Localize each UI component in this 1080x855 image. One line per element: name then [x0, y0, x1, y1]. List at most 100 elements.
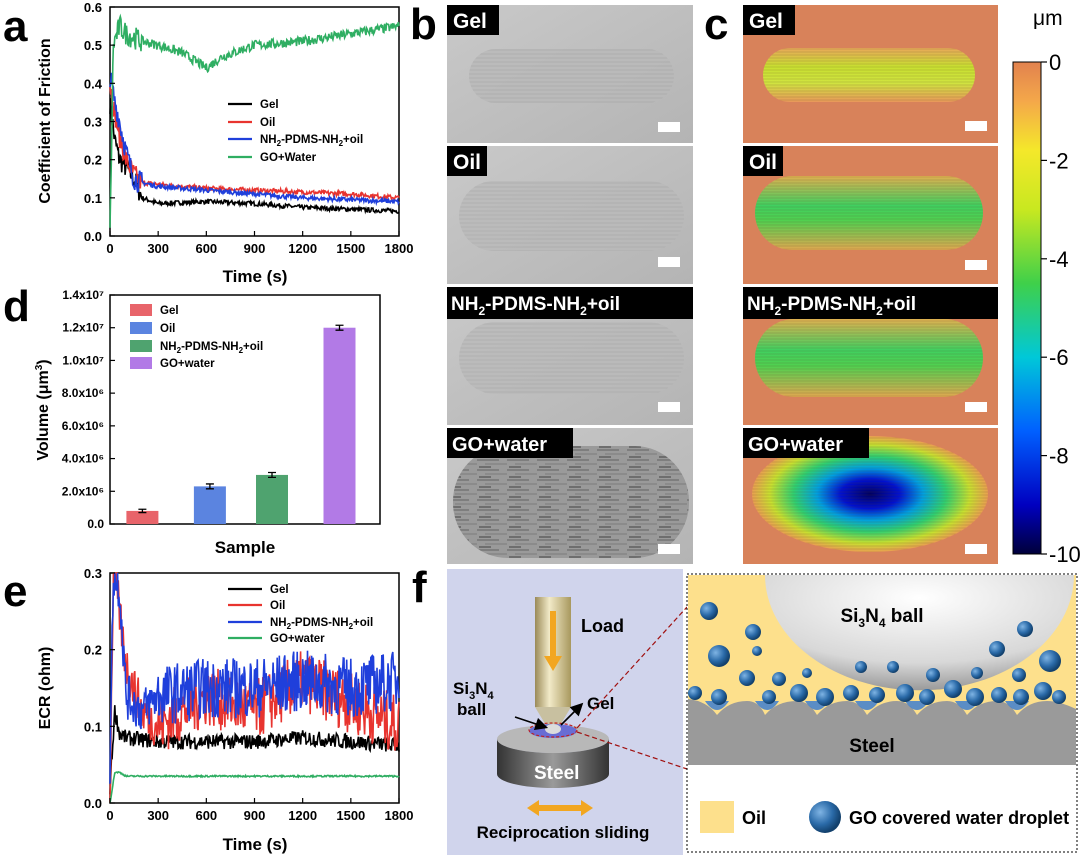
- x-tick-label: 1500: [336, 241, 365, 256]
- go-droplet: [762, 690, 776, 704]
- legend-d-oil: Oil: [160, 323, 175, 335]
- go-droplet: [1034, 682, 1052, 700]
- load-arrow: [550, 611, 556, 656]
- series-line-gel: [109, 705, 400, 795]
- sliding-arrow: [527, 800, 593, 816]
- chart-e-ecr: 0 300 600 900 1200 1500 1800 0.0 0.1 0.2 0.3 Time …: [37, 566, 414, 854]
- x-tick-label: 1200: [288, 808, 317, 823]
- colorbar-tick-label: -6: [1049, 345, 1069, 370]
- go-droplet: [711, 689, 727, 705]
- go-droplet: [739, 670, 755, 686]
- x-tick-label: 900: [244, 808, 266, 823]
- scale-bar: [658, 544, 680, 554]
- bar-gel: [126, 510, 159, 524]
- legend-d-go: GO+water: [160, 358, 215, 370]
- label-ball: ball: [457, 700, 486, 719]
- x-tick-label: 1500: [336, 808, 365, 823]
- label-reciprocation-sliding: Reciprocation sliding: [477, 823, 650, 842]
- scale-bar: [965, 121, 987, 131]
- y-tick-label: 0.5: [84, 38, 102, 53]
- legend-e-oil: Oil: [270, 600, 285, 612]
- x-tick-label: 900: [244, 241, 266, 256]
- colorbar-tick-label: 0: [1049, 50, 1061, 75]
- label-zoom-steel: Steel: [849, 736, 894, 757]
- legend-e-gel: Gel: [270, 584, 289, 596]
- go-droplet: [752, 646, 762, 656]
- colorbar-tick-label: -10: [1049, 542, 1080, 567]
- panel-label-d: d: [3, 282, 30, 331]
- scale-bar: [658, 122, 680, 132]
- panel-b-micrographs: Gel Oil NH2-PDMS-NH2+oil GO+water: [447, 5, 693, 564]
- go-droplet: [816, 688, 834, 706]
- y-tick-label: 2.0x10⁶: [62, 484, 104, 498]
- scale-bar: [965, 544, 987, 554]
- series-line-go-water: [109, 771, 400, 804]
- panel-c-profiles: Gel Oil NH2-PDMS-NH2+oil GO+water μm 0 -2…: [743, 5, 1080, 567]
- y-tick-label: 0.3: [84, 115, 102, 130]
- go-droplet: [700, 602, 718, 620]
- go-droplet: [887, 661, 899, 673]
- bar-oil: [193, 486, 226, 524]
- go-droplet: [919, 689, 935, 705]
- profile-oil: Oil: [743, 146, 998, 284]
- legend-droplet-swatch: [809, 801, 841, 833]
- y-tick-label: 0.6: [84, 0, 102, 15]
- error-bar: [335, 324, 344, 331]
- go-droplet: [1013, 689, 1029, 705]
- profile-label-go: GO+water: [748, 434, 843, 456]
- label-gel: Gel: [587, 694, 614, 713]
- legend-a-go: GO+Water: [260, 152, 317, 164]
- go-droplet: [1052, 690, 1066, 704]
- x-tick-label: 1800: [385, 808, 414, 823]
- legend-d-pdms: NH2-PDMS-NH2+oil: [160, 341, 263, 355]
- chart-e-xlabel: Time (s): [223, 835, 288, 854]
- y-tick-label: 0.2: [84, 153, 102, 168]
- y-tick-label: 0.1: [84, 191, 102, 206]
- y-tick-label: 0.0: [84, 796, 102, 811]
- colorbar: μm 0 -2 -4 -6 -8 -10: [1012, 7, 1080, 567]
- steel-surface: [688, 699, 1076, 765]
- y-tick-label: 8.0x10⁶: [62, 386, 104, 400]
- series-line-gel: [109, 98, 400, 215]
- profile-label-gel: Gel: [749, 10, 783, 33]
- x-tick-label: 600: [195, 241, 217, 256]
- legend-a-pdms: NH2-PDMS-NH2+oil: [260, 134, 363, 148]
- profile-gel: Gel: [743, 5, 998, 143]
- bar-nh2-pdms-nh2-oil: [256, 474, 288, 524]
- go-droplet: [869, 687, 885, 703]
- profile-label-oil: Oil: [749, 151, 777, 174]
- panel-f-schematic: Load Steel Gel Si3N4 ball Reciprocation …: [447, 569, 1078, 855]
- series-line-go-water: [109, 13, 400, 228]
- label-si3n4: Si3N4: [453, 679, 494, 702]
- go-droplet: [926, 668, 940, 682]
- chart-a-xlabel: Time (s): [223, 267, 288, 286]
- series-line-nh2-pdms-nh2-oil: [109, 72, 400, 207]
- y-tick-label: 1.2x10⁷: [62, 321, 104, 335]
- panel-label-e: e: [3, 567, 28, 616]
- legend-a-oil: Oil: [260, 117, 275, 129]
- chart-a-cof: 0 300 600 900 1200 1500 1800 0.0 0.1 0.2 0.3 0.4 0.5…: [37, 0, 414, 286]
- y-tick-label: 0.4: [84, 76, 103, 91]
- chart-d-volume: 0.0 2.0x10⁶ 4.0x10⁶ 6.0x10⁶ 8.0x10⁶ 1.0x10⁷ 1.…: [34, 288, 381, 557]
- y-tick-label: 0.3: [84, 566, 102, 581]
- panel-label-b: b: [410, 0, 437, 49]
- chart-d-ylabel: Volume (μm3): [34, 359, 52, 460]
- go-droplet: [989, 641, 1005, 657]
- x-tick-label: 1800: [385, 241, 414, 256]
- chart-d-legend: Gel Oil NH2-PDMS-NH2+oil GO+water: [130, 304, 263, 370]
- x-tick-label: 0: [106, 241, 113, 256]
- x-tick-label: 600: [195, 808, 217, 823]
- micrograph-oil: Oil: [447, 146, 693, 284]
- go-droplet: [708, 645, 730, 667]
- chart-d-frame: [109, 294, 381, 525]
- si3n4-ball-large: [765, 575, 1074, 691]
- micrograph-gel: Gel: [447, 5, 693, 143]
- scale-bar: [965, 260, 987, 270]
- legend-e-pdms: NH2-PDMS-NH2+oil: [270, 617, 373, 631]
- y-tick-label: 0.1: [84, 719, 102, 734]
- go-droplet: [1012, 668, 1026, 682]
- micrograph-label-go: GO+water: [452, 434, 547, 456]
- series-line-nh2-pdms-nh2-oil: [109, 572, 400, 784]
- micrograph-go-water: GO+water: [447, 428, 693, 564]
- colorbar-unit: μm: [1033, 7, 1063, 30]
